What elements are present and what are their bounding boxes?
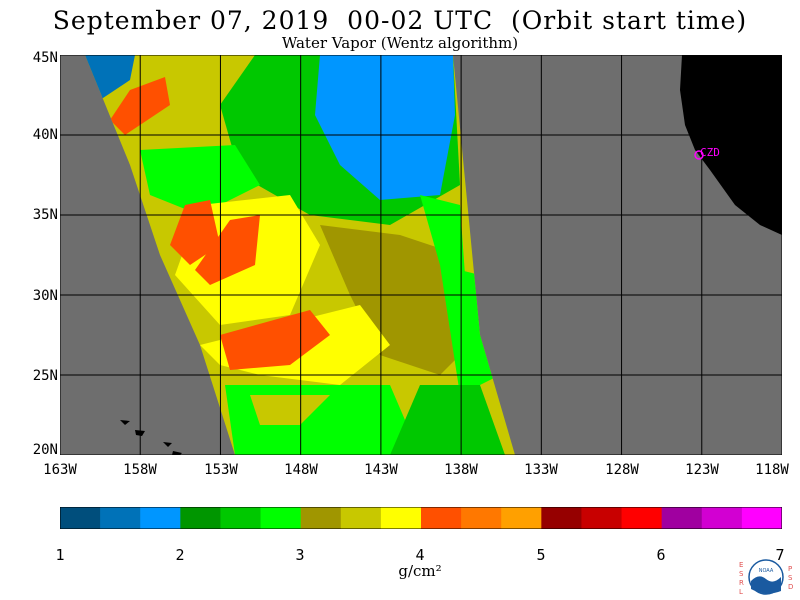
logo-left-letter-4: L bbox=[739, 588, 743, 596]
colorbar-cell bbox=[621, 507, 663, 529]
station-marker bbox=[694, 150, 704, 160]
lon-label-133w: 133W bbox=[524, 462, 558, 478]
hawaii-island-1 bbox=[120, 420, 130, 425]
colorbar-cell bbox=[140, 507, 181, 529]
colorbar-tick-2: 2 bbox=[175, 546, 185, 564]
lat-label-25n: 25N bbox=[32, 368, 58, 384]
logo-left-letter-1: E bbox=[739, 561, 743, 569]
colorbar-cell bbox=[581, 507, 623, 529]
colorbar-cell bbox=[260, 507, 302, 529]
lat-label-20n: 20N bbox=[32, 442, 58, 458]
field-s-very-moist bbox=[220, 310, 330, 370]
logo-wave bbox=[751, 576, 781, 594]
colorbar-cell bbox=[421, 507, 462, 529]
lon-label-148w: 148W bbox=[284, 462, 318, 478]
colorbar-tick-7: 7 bbox=[775, 546, 785, 564]
logo-left-letter-2: S bbox=[739, 570, 744, 578]
lat-lon-grid bbox=[60, 55, 782, 455]
colorbar-cell bbox=[100, 507, 141, 529]
colorbar-cell bbox=[180, 507, 221, 529]
colorbar-cells bbox=[60, 507, 782, 529]
colorbar-tick-1: 1 bbox=[55, 546, 65, 564]
field-mid-moist-west bbox=[170, 200, 220, 265]
swath-field bbox=[85, 55, 515, 455]
colorbar-cell bbox=[380, 507, 422, 529]
lat-label-30n: 30N bbox=[32, 288, 58, 304]
field-se-deep-green bbox=[390, 385, 505, 455]
field-sw-moderate bbox=[250, 395, 330, 425]
lat-label-35n: 35N bbox=[32, 207, 58, 223]
field-mid-moist-center bbox=[195, 215, 260, 285]
station-label: CZD bbox=[700, 146, 720, 159]
lat-label-45n: 45N bbox=[32, 50, 58, 66]
lon-label-128w: 128W bbox=[605, 462, 639, 478]
logo-right-letter-3: D bbox=[788, 583, 793, 591]
colorbar-cell bbox=[501, 507, 542, 529]
colorbar-tick-4: 4 bbox=[415, 546, 425, 564]
colorbar-cell bbox=[541, 507, 582, 529]
lon-label-158w: 158W bbox=[123, 462, 157, 478]
colorbar-tick-6: 6 bbox=[656, 546, 666, 564]
lon-label-118w: 118W bbox=[755, 462, 789, 478]
lat-label-40n: 40N bbox=[32, 127, 58, 143]
logo-right-letter-1: P bbox=[788, 565, 792, 573]
colorbar-cell bbox=[461, 507, 502, 529]
hawaii-island-3 bbox=[163, 442, 172, 447]
lon-label-143w: 143W bbox=[364, 462, 398, 478]
map-title: September 07, 2019 00-02 UTC (Orbit star… bbox=[52, 6, 748, 35]
colorbar-cell bbox=[300, 507, 342, 529]
logo-noaa-text: NOAA bbox=[759, 568, 774, 574]
water-vapor-map: CZD bbox=[60, 55, 782, 455]
colorbar-cell bbox=[220, 507, 262, 529]
colorbar-cell bbox=[661, 507, 703, 529]
colorbar bbox=[60, 507, 782, 529]
field-n-dry bbox=[315, 55, 455, 200]
north-america-coast bbox=[680, 55, 782, 235]
lon-label-163w: 163W bbox=[43, 462, 77, 478]
colorbar-cell bbox=[340, 507, 382, 529]
colorbar-units: g/cm² bbox=[398, 562, 442, 580]
lon-label-153w: 153W bbox=[204, 462, 238, 478]
logo-left-letter-3: R bbox=[739, 579, 744, 587]
colorbar-cell bbox=[60, 507, 101, 529]
colorbar-cell bbox=[701, 507, 743, 529]
logo-right-letter-2: S bbox=[788, 574, 793, 582]
noaa-esrl-psd-logo: E S R L P S D NOAA bbox=[739, 559, 793, 596]
map-subtitle: Water Vapor (Wentz algorithm) bbox=[281, 34, 519, 52]
field-se-green bbox=[440, 265, 500, 395]
colorbar-cell bbox=[741, 507, 782, 529]
lon-label-138w: 138W bbox=[444, 462, 478, 478]
colorbar-tick-5: 5 bbox=[536, 546, 546, 564]
lon-label-123w: 123W bbox=[685, 462, 719, 478]
field-mid-green bbox=[140, 145, 260, 215]
colorbar-tick-3: 3 bbox=[295, 546, 305, 564]
hawaii-island-4 bbox=[172, 451, 182, 455]
